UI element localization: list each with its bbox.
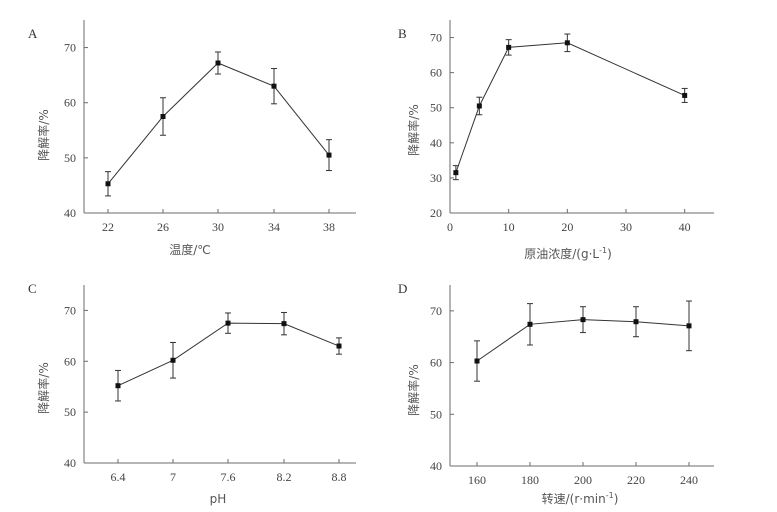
panel-c: C 40 50 60 70 6.4 7 7.6 8.2 8.8 pH 降解率/% [28, 281, 356, 506]
x-axis-title-a: 温度/℃ [169, 242, 211, 257]
y-tick-label: 40 [430, 459, 442, 473]
data-point [326, 152, 332, 158]
x-tick-label: 180 [521, 473, 539, 487]
data-point [506, 44, 512, 50]
x-tick-label: 7 [170, 470, 176, 484]
y-tick-label: 50 [64, 405, 76, 419]
x-tick-label: 240 [680, 473, 698, 487]
panel-b: B 20 30 40 50 60 70 0 10 20 30 40 原油浓度/(g·L-1) 降解率… [398, 20, 714, 261]
panel-label-b: B [398, 26, 407, 41]
y-tick-label: 70 [64, 41, 76, 55]
x-tick-label: 30 [212, 220, 224, 234]
x-tick-label: 20 [561, 220, 573, 234]
y-axis-title-b: 降解率/% [406, 104, 421, 155]
x-axis-title-d-main: 转速/(r·min [542, 491, 606, 506]
panel-a: A 40 50 60 70 22 26 30 34 38 温度/℃ 降解率/% [28, 20, 356, 257]
x-tick-label: 30 [620, 220, 632, 234]
x-tick-label: 220 [627, 473, 645, 487]
x-axis-title-b: 原油浓度/(g·L-1) [524, 246, 612, 261]
x-axis-title-d-end: ) [614, 492, 619, 506]
panel-label-d: D [398, 281, 407, 296]
data-point [686, 323, 692, 329]
data-point [170, 357, 176, 363]
y-tick-label: 70 [430, 304, 442, 318]
data-point [271, 83, 277, 89]
y-axis-title-a: 降解率/% [36, 109, 51, 160]
y-tick-label: 50 [430, 407, 442, 421]
x-tick-label: 38 [323, 220, 335, 234]
y-tick-label: 30 [430, 171, 442, 185]
y-tick-label: 60 [64, 96, 76, 110]
x-tick-label: 34 [268, 220, 280, 234]
y-tick-label: 60 [64, 354, 76, 368]
y-tick-label: 40 [64, 456, 76, 470]
y-tick-label: 50 [430, 101, 442, 115]
x-tick-label: 6.4 [111, 470, 126, 484]
x-tick-label: 10 [503, 220, 515, 234]
panel-label-a: A [28, 26, 38, 41]
x-tick-label: 0 [447, 220, 453, 234]
data-point [474, 358, 480, 364]
series-line [455, 42, 685, 173]
y-axis-title-d: 降解率/% [406, 364, 421, 415]
data-point [476, 103, 482, 109]
x-tick-label: 40 [679, 220, 691, 234]
x-tick-label: 7.6 [221, 470, 236, 484]
y-tick-label: 20 [430, 206, 442, 220]
y-tick-label: 70 [64, 303, 76, 317]
data-point [682, 92, 688, 98]
x-tick-label: 22 [102, 220, 114, 234]
x-tick-label: 8.8 [332, 470, 347, 484]
x-tick-label: 26 [157, 220, 169, 234]
data-point [105, 181, 111, 187]
data-point [281, 321, 287, 327]
y-tick-label: 40 [430, 136, 442, 150]
x-tick-label: 200 [574, 473, 592, 487]
data-point [160, 114, 166, 119]
y-tick-label: 40 [64, 206, 76, 220]
data-point [564, 40, 570, 46]
x-axis-title-b-sup: -1 [599, 246, 607, 255]
x-tick-label: 160 [468, 473, 486, 487]
data-point [580, 317, 586, 323]
y-tick-label: 50 [64, 151, 76, 165]
x-axis-title-b-main: 原油浓度/(g·L [524, 246, 599, 261]
series-line [107, 62, 330, 185]
y-axis-title-c: 降解率/% [36, 362, 51, 413]
data-point [453, 170, 459, 176]
data-point [225, 320, 231, 326]
x-tick-label: 8.2 [277, 470, 292, 484]
data-point [527, 321, 533, 327]
panel-d: D 40 50 60 70 160 180 200 220 240 转速/(r·min-1) 降… [398, 281, 714, 506]
data-point [336, 343, 342, 349]
y-tick-label: 60 [430, 66, 442, 80]
panel-label-c: C [28, 281, 37, 296]
data-point [633, 319, 639, 325]
x-axis-title-d-sup: -1 [606, 491, 614, 500]
y-tick-label: 60 [430, 356, 442, 370]
x-axis-title-c: pH [210, 492, 227, 506]
x-axis-title-b-end: ) [607, 247, 612, 261]
data-point [115, 383, 121, 389]
x-axis-title-d: 转速/(r·min-1) [542, 491, 619, 506]
y-tick-label: 70 [430, 31, 442, 45]
data-point [215, 60, 221, 66]
